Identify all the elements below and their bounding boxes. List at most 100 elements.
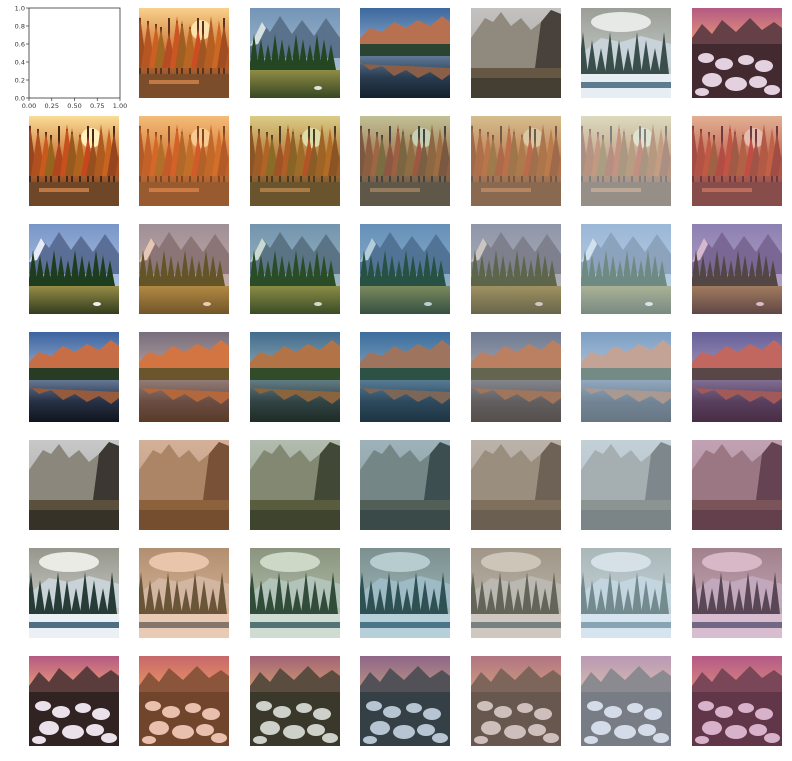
tree-canopy [217, 132, 229, 176]
content-image [29, 116, 119, 206]
snowy-pine [292, 588, 302, 614]
reflection [29, 386, 119, 404]
stylized-output-image [360, 116, 450, 206]
snowy-pine [587, 40, 597, 74]
pine-tree [152, 260, 162, 286]
cell-image [250, 224, 340, 314]
distant-peaks [139, 666, 229, 694]
snowy-pine [190, 572, 200, 614]
stylized-output-image [581, 440, 671, 530]
swan [535, 302, 543, 306]
path [149, 80, 199, 84]
pine-tree [49, 250, 59, 286]
cell-image [581, 548, 671, 638]
cell-image [692, 332, 782, 422]
sun-glow [633, 128, 653, 148]
stylized-output-image [250, 224, 340, 314]
snowy-pine [250, 572, 257, 614]
snowy-pine [53, 572, 63, 614]
forest-floor [29, 182, 119, 206]
cell-image [692, 8, 782, 98]
swan [93, 302, 101, 306]
snowy-pine [504, 580, 514, 614]
stylized-output-image [471, 656, 561, 746]
snowy-pine [375, 588, 385, 614]
y-tick-label: 0.8 [15, 22, 25, 30]
stylized-output-image [471, 224, 561, 314]
distant-peaks [471, 666, 561, 694]
pine-tree [698, 255, 708, 286]
pine-tree [70, 250, 80, 286]
swan [756, 302, 764, 306]
snow-rock [75, 703, 91, 713]
snowy-pine [650, 588, 660, 614]
treeline [581, 368, 671, 380]
river [360, 622, 450, 628]
pine-tree [180, 250, 190, 286]
snowy-pine [402, 588, 412, 614]
stylized-output-image [360, 548, 450, 638]
pine-tree [629, 255, 639, 286]
distant-peaks [581, 666, 671, 694]
stylized-output-image [692, 224, 782, 314]
snowy-pine [208, 588, 218, 614]
snowy-pine [513, 588, 523, 614]
snowy-pine [107, 572, 117, 614]
sunlit-peaks [360, 340, 450, 370]
style-reference-image [360, 8, 450, 98]
pine-tree [692, 250, 701, 286]
pine-tree [270, 34, 280, 70]
x-tick-label: 0.75 [90, 102, 104, 110]
snow-rock [653, 733, 669, 743]
content-image [29, 332, 119, 422]
lake [250, 286, 340, 314]
cliff-shadow [424, 442, 450, 500]
snow-rock [313, 708, 331, 720]
snow-rock [715, 58, 733, 70]
cell-image [471, 8, 561, 98]
snow-rock [738, 55, 754, 65]
snow-rock [32, 736, 46, 744]
river [692, 622, 782, 628]
snowy-pine [623, 48, 633, 74]
stylized-output-image [692, 116, 782, 206]
snowy-pine [35, 580, 45, 614]
pine-tree [291, 34, 301, 70]
cloud [370, 552, 430, 572]
snowy-pine [89, 580, 99, 614]
y-tick-label: 0.0 [15, 94, 25, 102]
distant-peaks [692, 666, 782, 694]
lake-reflection [360, 380, 450, 422]
pine-tree [187, 255, 197, 286]
cliff-shadow [203, 442, 229, 500]
snow-rock [749, 724, 767, 736]
meadow [250, 510, 340, 530]
snowy-pine [44, 588, 54, 614]
snowy-pine [614, 580, 624, 614]
snowy-pine [614, 40, 624, 74]
pine-tree [159, 250, 169, 286]
lake-reflection [29, 380, 119, 422]
x-tick-label: 1.00 [113, 102, 127, 110]
distant-peaks [360, 666, 450, 694]
cell-image [250, 116, 340, 206]
pine-tree [56, 255, 66, 286]
snowy-pine [328, 572, 338, 614]
snowy-pine [692, 572, 699, 614]
cell-image [139, 656, 229, 746]
snow-rock [283, 725, 305, 739]
cell-image [139, 224, 229, 314]
pine-tree [526, 260, 536, 286]
tree-canopy [225, 45, 229, 68]
snow-rock [196, 724, 214, 736]
snowy-pine [366, 580, 376, 614]
sun-glow [412, 128, 432, 148]
pine-tree [312, 34, 322, 70]
pine-tree [29, 250, 38, 286]
pine-tree [422, 250, 432, 286]
snow-rock [406, 703, 422, 713]
snow-rock [393, 725, 415, 739]
snowy-pine [393, 580, 403, 614]
stylized-output-image [360, 656, 450, 746]
treeline [360, 44, 450, 56]
